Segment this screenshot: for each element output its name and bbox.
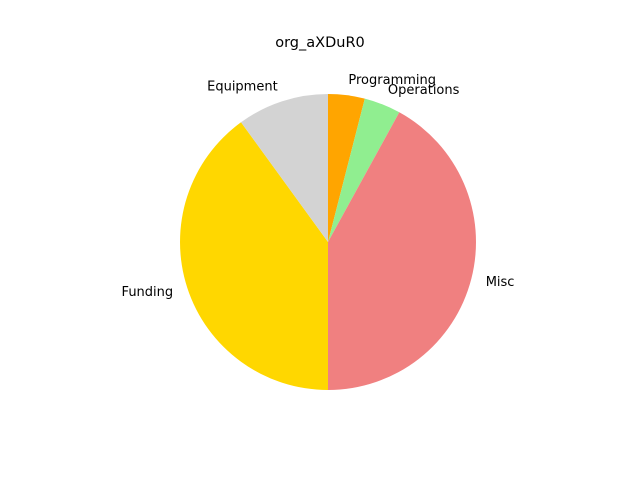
pie-label-funding: Funding — [122, 285, 174, 300]
chart-title: org_aXDuR0 — [275, 35, 365, 51]
pie-label-misc: Misc — [486, 275, 515, 290]
pie-label-operations: Operations — [388, 83, 460, 98]
pie-slice-funding — [180, 122, 328, 391]
pie-slice-programming — [328, 94, 365, 242]
pie-slice-equipment — [241, 94, 328, 242]
pie-label-equipment: Equipment — [207, 80, 278, 95]
pie-slice-operations — [328, 98, 400, 243]
pie-slices — [180, 94, 476, 391]
pie-slice-misc — [328, 112, 476, 390]
pie-label-programming: Programming — [348, 73, 436, 88]
